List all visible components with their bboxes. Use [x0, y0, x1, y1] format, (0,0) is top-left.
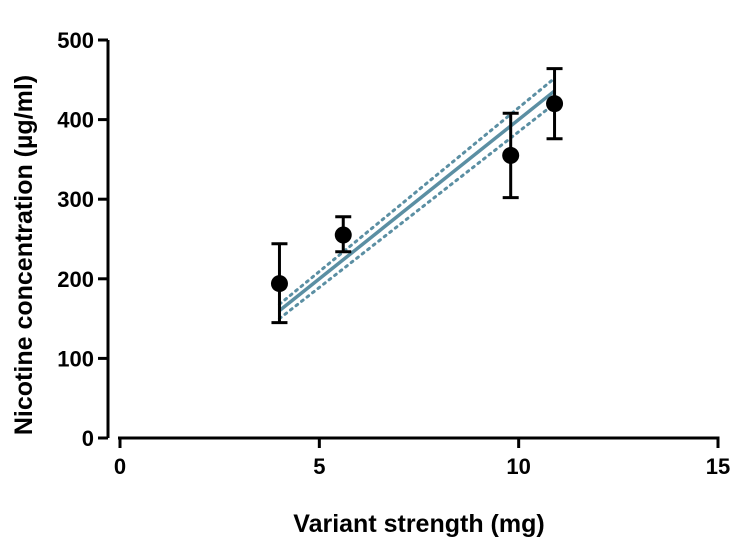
- x-tick-label: 0: [114, 454, 126, 479]
- x-axis-title: Variant strength (mg): [293, 510, 544, 538]
- confidence-band-lower: [277, 102, 557, 321]
- data-point: [546, 95, 564, 113]
- confidence-band-upper: [277, 76, 557, 306]
- y-tick-label: 400: [57, 108, 94, 133]
- data-points: [270, 67, 564, 325]
- axes: 0 100 200 300 400 500 0 5 10 15: [57, 28, 730, 479]
- y-tick-label: 500: [57, 28, 94, 53]
- y-tick-label: 0: [82, 426, 94, 451]
- y-tick-label: 100: [57, 346, 94, 371]
- data-point: [334, 226, 352, 244]
- fit-line: [278, 89, 556, 313]
- data-point: [270, 275, 288, 293]
- y-tick-label: 300: [57, 187, 94, 212]
- x-tick-label: 10: [506, 454, 530, 479]
- x-tick-label: 5: [313, 454, 325, 479]
- y-axis-title: Nicotine concentration (µg/ml): [10, 75, 38, 435]
- data-point: [502, 146, 520, 164]
- confidence-band: [277, 76, 557, 321]
- y-tick-label: 200: [57, 267, 94, 292]
- fit-line-group: [278, 89, 556, 313]
- x-tick-label: 15: [706, 454, 730, 479]
